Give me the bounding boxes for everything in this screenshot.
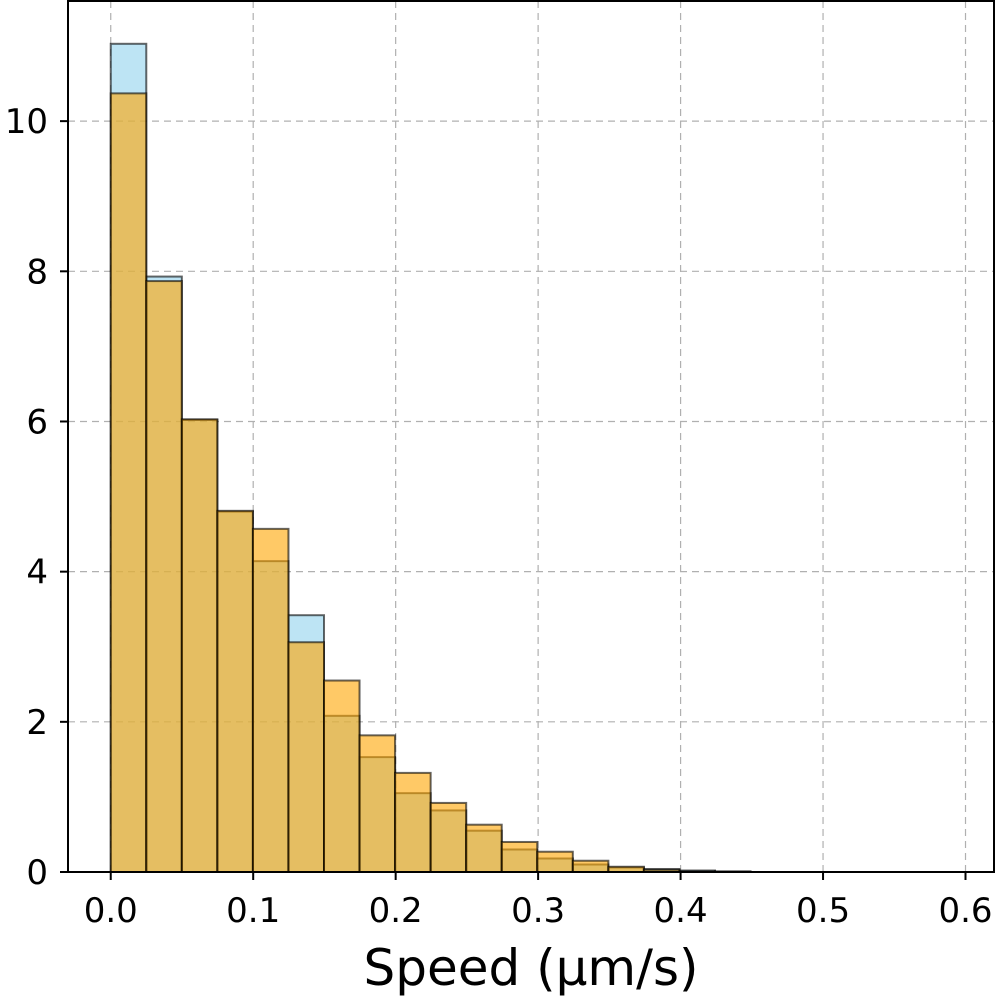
orange-bar (287, 641, 326, 873)
y-tick-label: 10 (5, 102, 48, 142)
orange-bar (323, 679, 361, 873)
x-tick-label: 0.5 (796, 891, 850, 931)
orange-bar (109, 92, 148, 874)
orange-bar (394, 771, 432, 874)
orange-bar (429, 801, 468, 874)
y-tick-label: 6 (26, 402, 48, 442)
x-tick-label: 0.6 (938, 891, 992, 931)
plot-frame (67, 0, 995, 873)
orange-bar (145, 280, 183, 874)
y-tick-label: 2 (26, 703, 48, 743)
grid-lines (68, 1, 994, 873)
x-tick-label: 0.1 (226, 891, 280, 931)
orange-bar (465, 823, 503, 873)
orange-bar (536, 850, 574, 874)
y-axis-ticks: 0 2 4 6 8 10 (5, 102, 68, 893)
series-orange-bars (109, 92, 716, 874)
x-tick-label: 0.3 (511, 891, 565, 931)
orange-bar (216, 509, 254, 873)
orange-bar (180, 418, 219, 873)
y-tick-label: 0 (26, 853, 48, 893)
x-axis-label: Speed (μm/s) (363, 939, 698, 997)
y-tick-label: 8 (26, 252, 48, 292)
orange-bar (358, 734, 397, 873)
x-axis-ticks: 0.0 0.1 0.2 0.3 0.4 0.5 0.6 (84, 872, 993, 931)
orange-bar (251, 527, 290, 873)
x-tick-label: 0.0 (84, 891, 138, 931)
orange-bar (500, 840, 539, 873)
orange-bar (571, 859, 610, 873)
x-tick-label: 0.4 (654, 891, 708, 931)
y-tick-label: 4 (26, 553, 48, 593)
x-tick-label: 0.2 (369, 891, 423, 931)
